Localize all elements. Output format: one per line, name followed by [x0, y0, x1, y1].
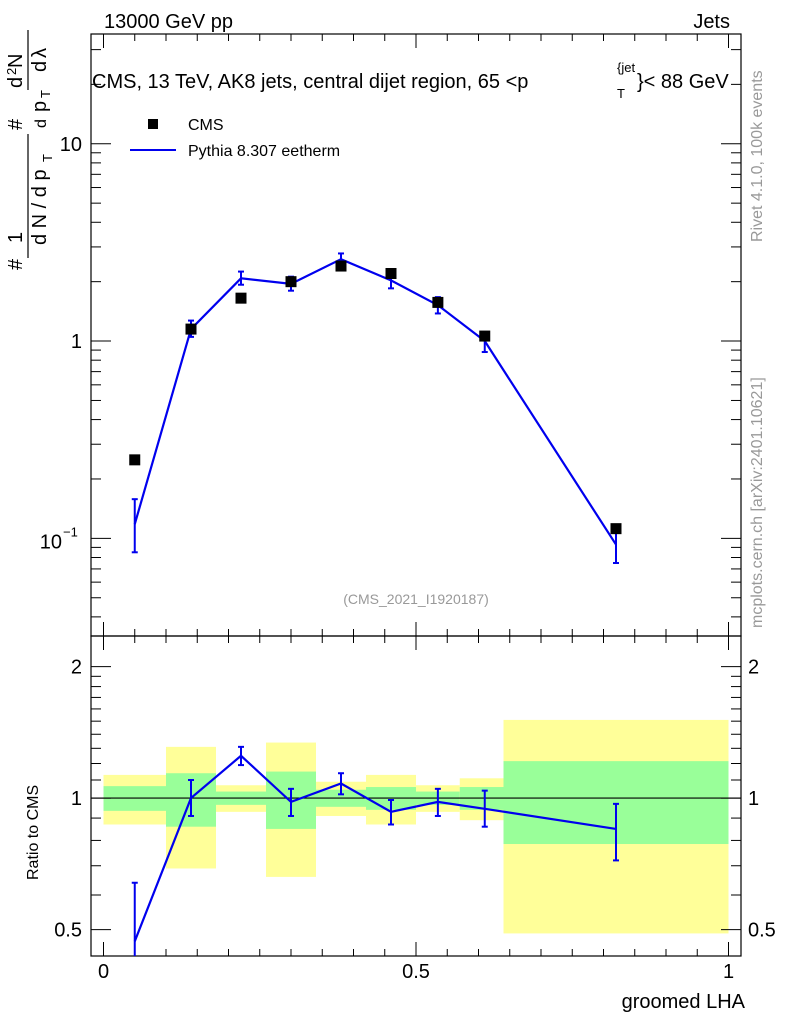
ratio-y-tick-label-right: 0.5 — [748, 920, 776, 942]
chart-title: CMS, 13 TeV, AK8 jets, central dijet reg… — [92, 71, 528, 93]
x-axis-label: groomed LHA — [622, 991, 746, 1013]
ratio-y-tick-label: 0.5 — [54, 920, 82, 942]
x-tick-label: 0.5 — [402, 961, 430, 983]
legend: CMS Pythia 8.307 eetherm — [130, 117, 340, 160]
analysis-id: (CMS_2021_I1920187) — [343, 591, 489, 607]
svg-text:1: 1 — [5, 232, 27, 243]
svg-text:#: # — [5, 118, 27, 130]
svg-text:T: T — [40, 154, 55, 162]
main-y-tick-label-0.1: 10 — [40, 531, 62, 553]
cms-data-point — [610, 523, 622, 535]
legend-cms-label: CMS — [188, 117, 224, 134]
ratio-panel: 0 0.5 1 0.5 0.5 1 1 2 2 — [54, 635, 776, 983]
rivet-label: Rivet 4.1.0, 100k events — [749, 70, 766, 242]
chart-title-sub: T — [617, 86, 625, 101]
svg-text:d N / d p: d N / d p — [29, 169, 51, 245]
svg-text:p: p — [29, 101, 51, 112]
ratio-y-tick-label-right: 1 — [748, 788, 759, 810]
main-y-axis-label: # 1 d N / d p T # d p T d 2 N d λ — [4, 30, 55, 270]
cms-data-point — [385, 268, 397, 280]
ratio-y-tick-label: 2 — [71, 657, 82, 679]
legend-cms-marker — [148, 119, 158, 129]
ratio-y-axis-label: Ratio to CMS — [25, 785, 42, 880]
cms-data-point — [479, 330, 491, 342]
x-tick-label: 1 — [723, 961, 734, 983]
main-y-tick-label-10: 10 — [60, 134, 82, 156]
svg-text:#: # — [5, 258, 27, 270]
x-tick-label: 0 — [98, 961, 109, 983]
header-left: 13000 GeV pp — [104, 11, 233, 33]
chart-title-sup: {jet — [617, 60, 635, 75]
svg-text:d: d — [29, 61, 51, 72]
svg-text:λ: λ — [29, 48, 51, 58]
svg-text:d: d — [33, 119, 50, 128]
main-y-tick-label-1: 1 — [71, 331, 82, 353]
svg-text:2: 2 — [4, 68, 19, 75]
cms-data-point — [129, 454, 141, 466]
cms-data-point — [335, 260, 347, 272]
legend-pythia-label: Pythia 8.307 eetherm — [188, 143, 340, 160]
svg-text:d: d — [5, 77, 27, 88]
ratio-y-tick-label-right: 2 — [748, 657, 759, 679]
svg-text:N: N — [5, 54, 27, 68]
chart-title-end: }< 88 GeV — [637, 71, 729, 93]
cms-data-point — [185, 323, 197, 335]
main-y-tick-label-0.1-exp: −1 — [63, 524, 78, 539]
cms-data-point — [432, 296, 444, 308]
header-right: Jets — [693, 11, 730, 33]
mcplots-label: mcplots.cern.ch [arXiv:2401.10621] — [749, 377, 766, 628]
svg-text:T: T — [38, 90, 53, 98]
cms-data-point — [285, 276, 297, 288]
pythia-line — [133, 257, 617, 546]
ratio-y-tick-label: 1 — [71, 788, 82, 810]
cms-data-point — [235, 292, 247, 304]
